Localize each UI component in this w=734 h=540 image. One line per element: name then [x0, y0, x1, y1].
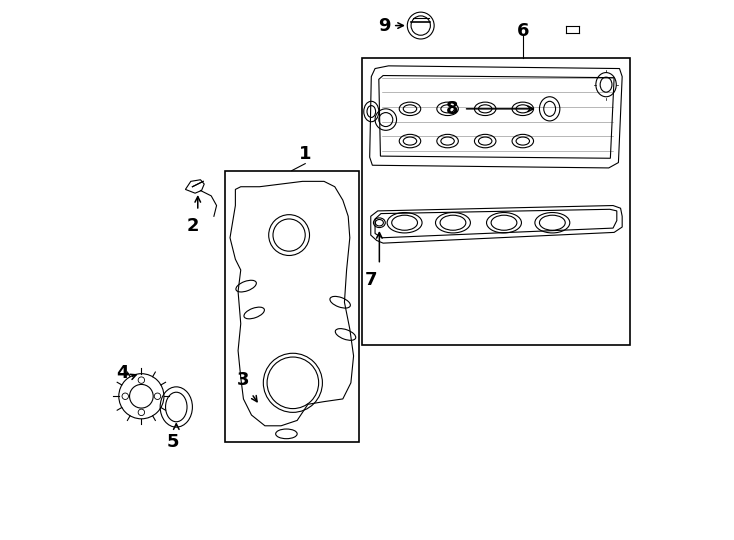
Text: 4: 4: [116, 364, 128, 382]
Text: 5: 5: [167, 433, 179, 451]
Text: 9: 9: [379, 17, 391, 35]
Text: 7: 7: [365, 271, 377, 289]
Text: 6: 6: [517, 22, 529, 40]
Text: 3: 3: [237, 372, 250, 389]
Text: 1: 1: [299, 145, 311, 163]
Text: 8: 8: [446, 100, 458, 118]
Text: 2: 2: [186, 218, 199, 235]
